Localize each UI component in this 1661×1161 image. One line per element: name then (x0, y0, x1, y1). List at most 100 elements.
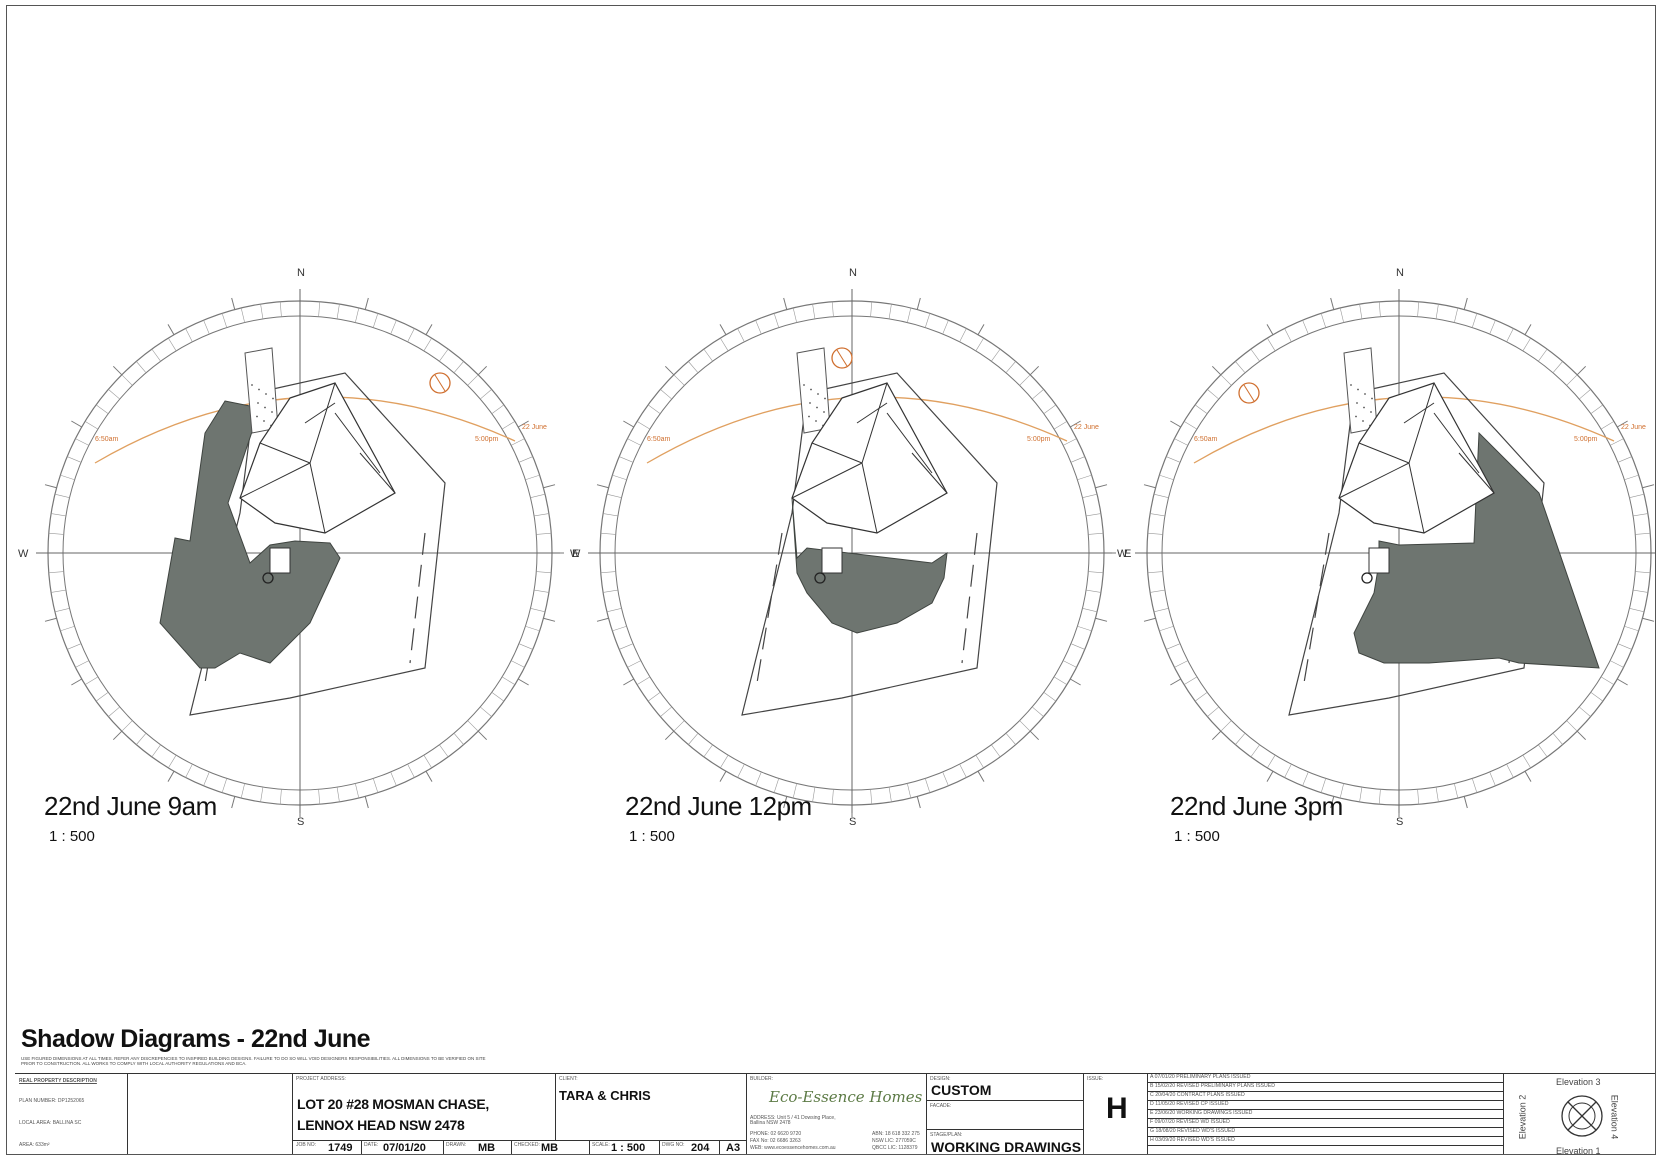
ring-segment (1454, 307, 1459, 323)
ring-segment (95, 404, 109, 414)
compass-tick (44, 617, 57, 622)
driveway-gravel-dot (817, 393, 819, 395)
ring-segment (870, 789, 873, 805)
driveway-gravel-dot (815, 420, 817, 422)
design-value: CUSTOM (931, 1082, 992, 1098)
ring-segment (942, 320, 949, 335)
ring-segment (279, 789, 282, 805)
ring-segment (1063, 438, 1077, 446)
ring-segment (136, 361, 147, 373)
ring-segment (1005, 361, 1016, 373)
compass-tick (664, 365, 675, 376)
builder-qbcc: QBCC LIC: 1128379 (872, 1145, 918, 1151)
ring-segment (480, 706, 492, 717)
design-cell: DESIGN: CUSTOM FACADE: STAGE/PLAN: WORKI… (926, 1074, 1084, 1155)
sun-marker-slash (434, 374, 446, 392)
ring-segment (453, 733, 464, 745)
ring-segment (60, 474, 75, 481)
revision-c: C 20/04/20 CONTRACT PLANS ISSUED (1150, 1092, 1245, 1098)
ring-segment (1019, 374, 1031, 386)
ring-segment (703, 348, 713, 362)
builder-label: BUILDER: (750, 1076, 774, 1082)
ring-segment (600, 571, 616, 574)
house-roof (1338, 382, 1495, 534)
elevation-key: Elevation 3 Elevation 1 Elevation 2 Elev… (1503, 1074, 1655, 1154)
driveway-gravel-dot (272, 397, 274, 400)
driveway-gravel-dot (1364, 393, 1366, 395)
ring-segment (1302, 320, 1309, 335)
ring-segment (619, 456, 634, 463)
ring-segment (1077, 474, 1092, 481)
stage-value: WORKING DRAWINGS (931, 1139, 1082, 1155)
ring-segment (1220, 374, 1232, 386)
ring-segment (627, 438, 641, 446)
ring-segment (1207, 389, 1219, 400)
roof-hip-line (334, 412, 381, 474)
view-scale-12pm: 1 : 500 (629, 828, 675, 845)
view-title-12pm: 22nd June 12pm (625, 791, 812, 821)
ring-segment (1590, 404, 1604, 414)
compass-tick (1524, 324, 1532, 336)
ring-segment (1088, 571, 1104, 574)
roof-hip-line (239, 462, 311, 499)
date-label: DATE: (364, 1142, 379, 1148)
compass-tick (1266, 324, 1274, 336)
ring-segment (318, 789, 321, 805)
ring-segment (606, 608, 622, 613)
ring-segment (480, 389, 492, 400)
sun-path-date-label: 22 June (1621, 424, 1646, 431)
sunrise-label: 6:50am (647, 436, 671, 443)
compass-tick (517, 678, 529, 686)
ring-segment (755, 771, 762, 786)
ring-segment (619, 643, 634, 650)
ring-segment (1267, 754, 1276, 769)
compass-tick (1170, 678, 1182, 686)
elevation-3-label: Elevation 3 (1556, 1077, 1601, 1087)
builder-cell: BUILDER: Eco-Essence Homes ADDRESS: Unit… (746, 1074, 926, 1154)
ring-segment (390, 320, 397, 335)
ring-segment (1147, 571, 1163, 574)
compass-tick (719, 324, 727, 336)
revision-f: F 09/07/20 REVISED WD ISSUED (1150, 1119, 1230, 1125)
driveway-gravel-dot (1370, 411, 1372, 413)
ring-segment (1086, 513, 1101, 517)
roof-hip-line (791, 462, 863, 499)
drawn-label: DRAWN: (446, 1142, 467, 1148)
driveway-gravel-dot (1356, 402, 1358, 404)
view-scale-9am: 1 : 500 (49, 828, 95, 845)
compass-tick (664, 730, 675, 741)
ring-segment (1617, 456, 1632, 463)
driveway (796, 347, 831, 434)
alfresco-area (269, 547, 291, 574)
ring-segment (1339, 307, 1344, 323)
compass-tick (477, 365, 488, 376)
compass-tick (231, 796, 236, 809)
driveway-gravel-dot (1357, 388, 1359, 391)
drawn-by: MB (478, 1142, 496, 1154)
scale-label: SCALE: (592, 1142, 610, 1148)
ring-segment (673, 374, 685, 386)
ring-segment (525, 625, 540, 632)
roof-hip-line (1338, 462, 1410, 499)
ring-segment (1635, 532, 1651, 535)
ring-segment (501, 421, 516, 430)
roof-hip-line (886, 412, 933, 474)
ring-segment (48, 532, 64, 535)
sunset-label: 5:00pm (1574, 436, 1598, 443)
ring-segment (636, 421, 651, 430)
ring-segment (603, 589, 618, 593)
ring-segment (1635, 571, 1651, 574)
compass-tick (112, 730, 123, 741)
ring-segment (1617, 643, 1632, 650)
ring-segment (1166, 456, 1181, 463)
ring-segment (688, 361, 699, 373)
ring-segment (48, 571, 64, 574)
ring-segment (1174, 438, 1188, 446)
drawing-sheet: N S E W 6:50am 5:00pm 22 June N S E W 6:50am 5:00pm 2… (6, 5, 1656, 1155)
issue-cell: ISSUE: H (1083, 1074, 1147, 1154)
revision-h: H 03/09/20 REVISED WD'S ISSUED (1150, 1137, 1235, 1143)
facade-label: FACADE: (930, 1103, 952, 1109)
compass-tick (543, 484, 556, 489)
plan-number: PLAN NUMBER: DP1252065 (19, 1098, 85, 1104)
ring-segment (792, 783, 797, 799)
